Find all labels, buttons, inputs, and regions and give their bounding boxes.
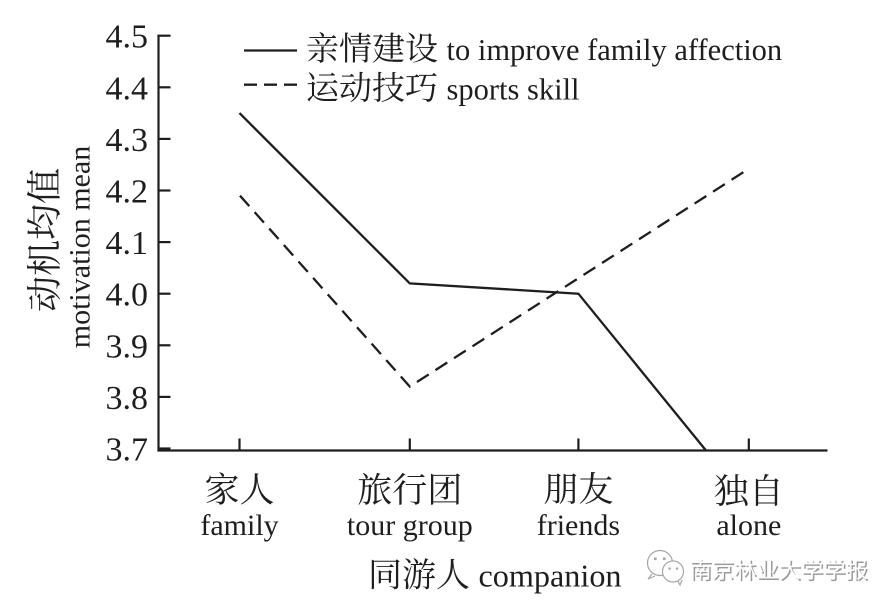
svg-text:family: family [200,509,278,542]
svg-text:4.4: 4.4 [106,70,149,107]
svg-text:3.8: 3.8 [106,380,149,417]
svg-text:motivation mean: motivation mean [63,146,96,348]
svg-text:4.2: 4.2 [106,174,149,211]
svg-text:sports skill: sports skill [447,72,580,106]
svg-text:4.5: 4.5 [106,19,149,56]
svg-text:3.7: 3.7 [106,432,149,469]
svg-text:4.3: 4.3 [106,122,149,159]
svg-text:alone: alone [716,509,781,542]
svg-text:friends: friends [537,509,620,542]
svg-text:companion: companion [479,558,622,594]
svg-text:to improve family affection: to improve family affection [447,33,783,67]
svg-text:tour group: tour group [347,509,473,542]
svg-text:3.9: 3.9 [106,328,149,365]
svg-text:4.1: 4.1 [106,225,149,262]
svg-text:4.0: 4.0 [106,277,149,314]
